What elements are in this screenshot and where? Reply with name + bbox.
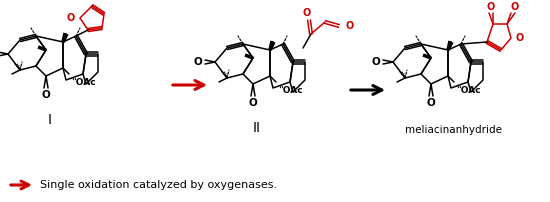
Text: O: O [427,98,436,108]
Text: O: O [372,57,381,67]
Text: I: I [48,113,52,127]
Text: "OAc: "OAc [456,86,481,95]
Text: O: O [487,2,495,12]
Text: "OAc: "OAc [278,86,302,95]
Text: O: O [511,2,519,12]
Text: O: O [194,57,202,67]
Text: O: O [249,98,257,108]
Text: Single oxidation catalyzed by oxygenases.: Single oxidation catalyzed by oxygenases… [40,180,277,190]
Text: O: O [516,33,524,43]
Text: meliacinanhydride: meliacinanhydride [404,125,502,135]
Text: O: O [67,13,75,23]
Text: "OAc: "OAc [71,78,96,87]
Text: II: II [253,121,261,135]
Text: O: O [303,8,311,18]
Text: O: O [345,21,353,31]
Text: O: O [42,90,51,100]
